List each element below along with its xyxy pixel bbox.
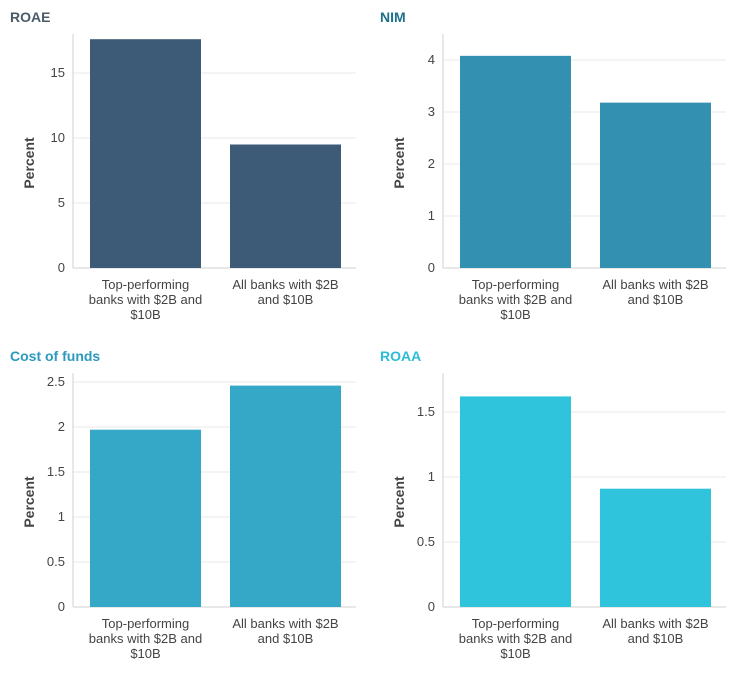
x-category-label-line: and $10B xyxy=(628,292,684,307)
x-category-label-line: Top-performing xyxy=(102,616,189,631)
y-tick-label: 0.5 xyxy=(47,554,65,569)
x-category-label-line: All banks with $2B xyxy=(232,277,338,292)
y-tick-label: 1.5 xyxy=(47,464,65,479)
y-tick-label: 0 xyxy=(58,599,65,614)
bar xyxy=(460,55,571,269)
x-category-label-line: banks with $2B and xyxy=(459,631,572,646)
y-tick-label: 1 xyxy=(428,469,435,484)
x-category-label-line: banks with $2B and xyxy=(89,631,202,646)
y-tick-label: 2 xyxy=(428,156,435,171)
x-category-label: Top-performing banks with $2B and $10B xyxy=(459,616,572,661)
x-category-label-line: All banks with $2B xyxy=(602,616,708,631)
chart-title: ROAE xyxy=(10,9,50,25)
x-category-label-line: Top-performing xyxy=(472,616,559,631)
chart-title: ROAA xyxy=(380,348,421,364)
x-category-label-line: banks with $2B and xyxy=(89,292,202,307)
x-category-label-line: and $10B xyxy=(258,631,314,646)
y-tick-label: 4 xyxy=(428,52,435,67)
y-axis-label: Percent xyxy=(391,476,407,528)
y-tick-label: 1.5 xyxy=(417,404,435,419)
x-category-label: Top-performing banks with $2B and $10B xyxy=(459,277,572,322)
x-category-label-line: All banks with $2B xyxy=(602,277,708,292)
bar xyxy=(230,385,341,607)
y-tick-label: 1 xyxy=(428,208,435,223)
x-category-label-line: $10B xyxy=(130,307,160,322)
x-category-label-line: All banks with $2B xyxy=(232,616,338,631)
y-tick-label: 2 xyxy=(58,419,65,434)
x-category-label-line: and $10B xyxy=(628,631,684,646)
x-category-label-line: $10B xyxy=(130,646,160,661)
chart-panel-3: Cost of funds 0 0.5 1 1.5 2 2.5 Percent Top-perf… xyxy=(10,348,356,661)
chart-panel-1: ROAE 0 5 10 15 Percent Top-performing banks wit… xyxy=(10,9,356,322)
chart-title: NIM xyxy=(380,9,406,25)
bar xyxy=(600,102,711,268)
x-category-label: All banks with $2B and $10B xyxy=(232,616,338,646)
x-category-label: All banks with $2B and $10B xyxy=(602,616,708,646)
y-tick-label: 3 xyxy=(428,104,435,119)
bar xyxy=(460,396,571,607)
bar xyxy=(600,488,711,607)
y-axis-label: Percent xyxy=(21,476,37,528)
y-tick-label: 2.5 xyxy=(47,374,65,389)
y-axis-label: Percent xyxy=(391,137,407,189)
x-category-label-line: $10B xyxy=(500,307,530,322)
y-tick-label: 5 xyxy=(58,195,65,210)
x-category-label: Top-performing banks with $2B and $10B xyxy=(89,277,202,322)
y-tick-label: 0 xyxy=(58,260,65,275)
chart-panel-4: ROAA 0 0.5 1 1.5 Percent Top-performing banks w… xyxy=(380,348,726,661)
chart-title: Cost of funds xyxy=(10,348,100,364)
x-category-label: All banks with $2B and $10B xyxy=(602,277,708,307)
bar xyxy=(230,144,341,268)
y-tick-label: 0 xyxy=(428,599,435,614)
y-axis-label: Percent xyxy=(21,137,37,189)
y-tick-label: 15 xyxy=(51,65,65,80)
y-tick-label: 1 xyxy=(58,509,65,524)
chart-panel-2: NIM 0 1 2 3 4 Percent Top-performing banks with … xyxy=(380,9,726,322)
y-tick-label: 10 xyxy=(51,130,65,145)
x-category-label-line: Top-performing xyxy=(472,277,559,292)
x-category-label: All banks with $2B and $10B xyxy=(232,277,338,307)
x-category-label-line: banks with $2B and xyxy=(459,292,572,307)
y-tick-label: 0.5 xyxy=(417,534,435,549)
bar xyxy=(90,39,201,269)
x-category-label: Top-performing banks with $2B and $10B xyxy=(89,616,202,661)
x-category-label-line: and $10B xyxy=(258,292,314,307)
bar xyxy=(90,429,201,607)
y-tick-label: 0 xyxy=(428,260,435,275)
x-category-label-line: $10B xyxy=(500,646,530,661)
x-category-label-line: Top-performing xyxy=(102,277,189,292)
